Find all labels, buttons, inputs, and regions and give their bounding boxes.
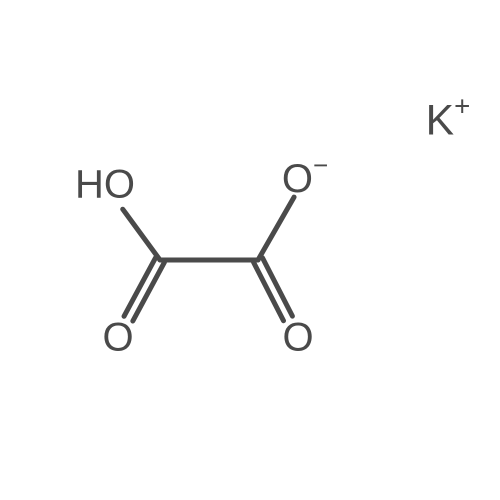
atom-label-text: O: [282, 316, 313, 360]
atom-label-text: HO: [75, 163, 135, 207]
atom-label-text: O: [282, 157, 313, 201]
atom-Om: O−: [282, 154, 328, 202]
atom-O2d: O: [282, 316, 313, 361]
atom-label-text: K: [426, 97, 454, 145]
atom-K: K+: [426, 94, 471, 145]
atom-label-text: O: [102, 316, 133, 360]
atom-O1d: O: [102, 316, 133, 361]
atom-HO: HO: [75, 163, 135, 208]
bond-layer: [0, 0, 500, 500]
charge-superscript: +: [454, 90, 470, 121]
charge-superscript: −: [313, 150, 328, 180]
chemical-structure-diagram: HOO−OOK+: [0, 0, 500, 500]
